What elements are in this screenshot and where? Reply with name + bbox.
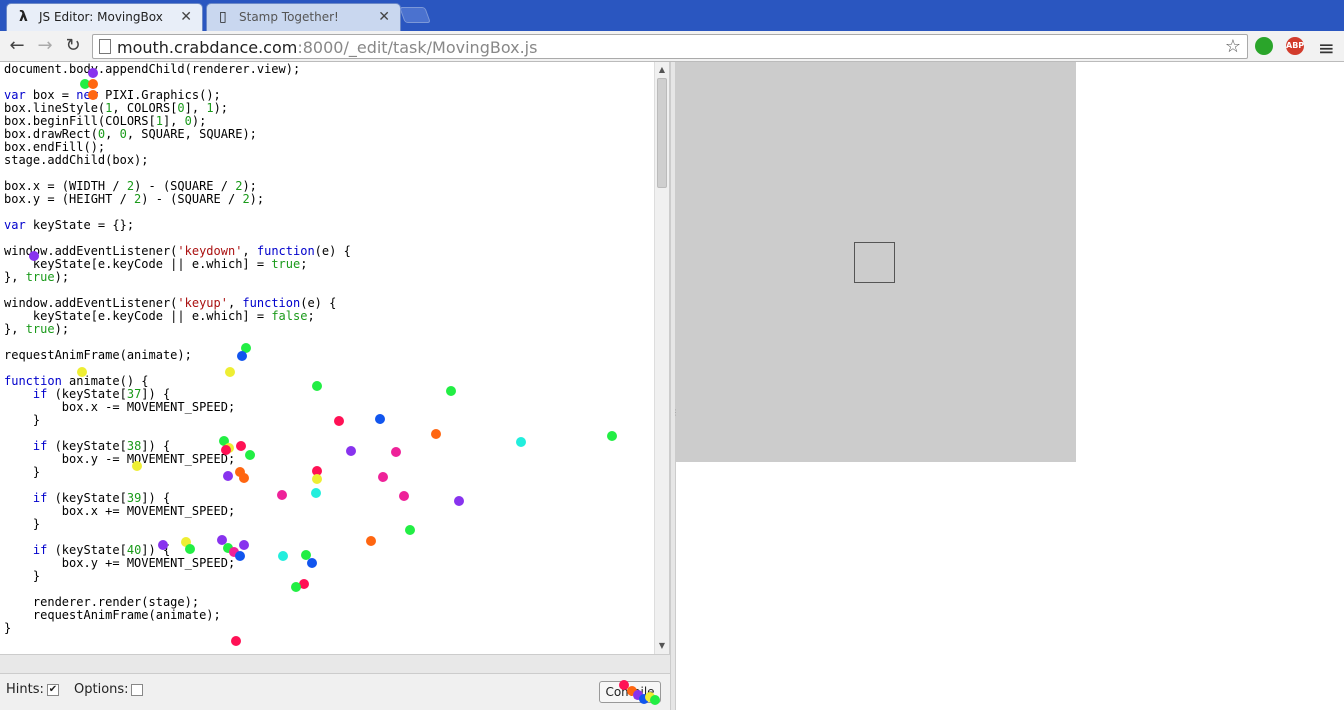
url-path: :8000/_edit/task/MovingBox.js (297, 38, 538, 57)
editor-horizontal-scrollbar[interactable] (0, 654, 670, 674)
options-label: Options: (74, 682, 129, 697)
code-line[interactable]: box.x += MOVEMENT_SPEED; (4, 504, 236, 518)
code-line[interactable]: if (keyState[38]) { (32, 439, 171, 453)
tab-title: JS Editor: MovingBox (39, 10, 163, 24)
vertical-scrollbar[interactable]: ▲ ▼ (654, 62, 669, 654)
code-line[interactable]: box.y -= MOVEMENT_SPEED; (4, 452, 236, 466)
code-line[interactable]: requestAnimFrame(animate); (4, 608, 221, 622)
code-line[interactable]: } (4, 413, 41, 427)
code-line[interactable]: window.addEventListener('keydown', funct… (4, 244, 351, 258)
menu-icon[interactable]: ≡ (1318, 36, 1335, 60)
page-icon (99, 39, 111, 54)
hints-checkbox[interactable]: ✔ (47, 684, 59, 696)
extension-icon[interactable] (1255, 37, 1273, 55)
back-button[interactable]: ← (9, 35, 25, 56)
code-line[interactable]: var keyState = {}; (4, 218, 135, 232)
hints-label: Hints: (6, 682, 44, 697)
url-text[interactable]: mouth.crabdance.com:8000/_edit/task/Movi… (117, 38, 537, 57)
code-line[interactable]: stage.addChild(box); (4, 153, 149, 167)
code-line[interactable]: box.x = (WIDTH / 2) - (SQUARE / 2); (4, 179, 257, 193)
scroll-up-icon[interactable]: ▲ (658, 65, 666, 74)
code-line[interactable]: document.body.appendChild(renderer.view)… (4, 62, 301, 76)
code-line[interactable]: renderer.render(stage); (4, 595, 200, 609)
bottom-bar: Hints: ✔ Options: Compile (0, 674, 670, 710)
compile-button[interactable]: Compile (599, 681, 661, 703)
code-line[interactable]: }, true); (4, 270, 70, 284)
tab-strip: λ JS Editor: MovingBox ✕ ▯ Stamp Togethe… (0, 0, 1344, 31)
new-tab-button[interactable] (399, 7, 431, 23)
code-line[interactable]: box.endFill(); (4, 140, 106, 154)
options-checkbox[interactable] (131, 684, 143, 696)
page-icon: ▯ (219, 9, 227, 25)
close-icon[interactable]: ✕ (180, 9, 192, 25)
code-line[interactable]: }, true); (4, 322, 70, 336)
tab-js-editor[interactable]: λ JS Editor: MovingBox ✕ (6, 3, 203, 31)
code-line[interactable]: } (4, 465, 41, 479)
lambda-icon: λ (19, 9, 28, 25)
code-line[interactable]: box.x -= MOVEMENT_SPEED; (4, 400, 236, 414)
scroll-thumb[interactable] (657, 78, 667, 188)
tab-title: Stamp Together! (239, 10, 339, 24)
code-line[interactable]: if (keyState[37]) { (32, 387, 171, 401)
code-editor[interactable]: document.body.appendChild(renderer.view)… (0, 62, 670, 656)
code-line[interactable]: box.y += MOVEMENT_SPEED; (4, 556, 236, 570)
code-line[interactable]: keyState[e.keyCode || e.which] = false; (4, 309, 315, 323)
code-line[interactable]: requestAnimFrame(animate); (4, 348, 192, 362)
code-line[interactable]: } (4, 517, 41, 531)
code-line[interactable]: window.addEventListener('keyup', functio… (4, 296, 337, 310)
url-host: mouth.crabdance.com (117, 38, 298, 57)
adblock-icon[interactable]: ABP (1286, 37, 1304, 55)
bookmark-star-icon[interactable]: ☆ (1224, 36, 1241, 57)
code-line[interactable]: if (keyState[39]) { (32, 491, 171, 505)
code-text[interactable]: document.body.appendChild(renderer.view)… (4, 63, 351, 635)
code-line[interactable]: box.y = (HEIGHT / 2) - (SQUARE / 2); (4, 192, 265, 206)
moving-box (854, 242, 895, 283)
code-line[interactable]: keyState[e.keyCode || e.which] = true; (4, 257, 308, 271)
code-line[interactable]: box.lineStyle(1, COLORS[0], 1); (4, 101, 229, 115)
code-line[interactable]: } (4, 569, 41, 583)
scroll-down-icon[interactable]: ▼ (658, 641, 666, 650)
forward-button[interactable]: → (37, 35, 53, 56)
code-line[interactable]: function animate() { (4, 374, 149, 388)
tab-stamp-together[interactable]: ▯ Stamp Together! ✕ (206, 3, 401, 31)
browser-toolbar: ← → ↻ mouth.crabdance.com:8000/_edit/tas… (0, 31, 1344, 62)
code-line[interactable]: box.drawRect(0, 0, SQUARE, SQUARE); (4, 127, 257, 141)
code-line[interactable]: box.beginFill(COLORS[1], 0); (4, 114, 207, 128)
reload-button[interactable]: ↻ (65, 35, 81, 56)
code-line[interactable]: } (4, 621, 12, 635)
close-icon[interactable]: ✕ (378, 9, 390, 25)
preview-canvas[interactable] (676, 62, 1076, 462)
address-bar[interactable]: mouth.crabdance.com:8000/_edit/task/Movi… (92, 34, 1248, 59)
code-line[interactable]: if (keyState[40]) { (32, 543, 171, 557)
